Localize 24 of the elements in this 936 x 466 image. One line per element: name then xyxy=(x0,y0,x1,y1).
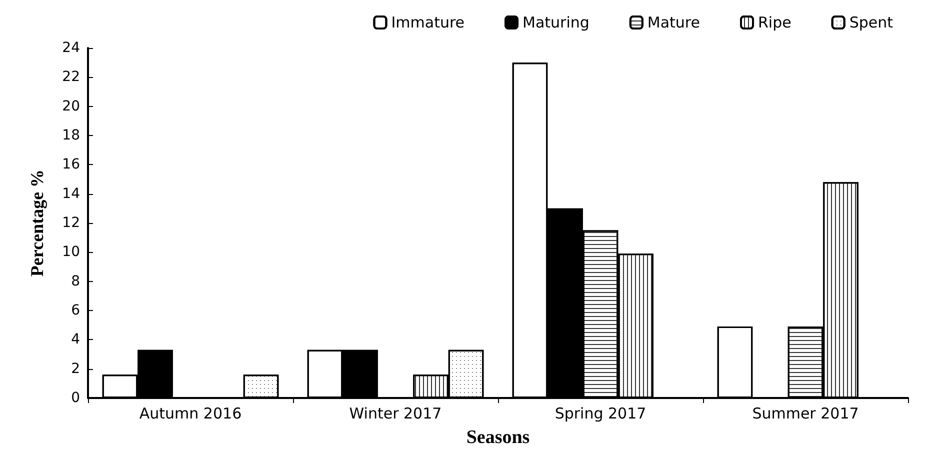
y-tick-label: 20 xyxy=(62,98,80,114)
y-tick-label: 16 xyxy=(62,156,80,173)
y-tick-label: 14 xyxy=(62,186,80,202)
y-tick-label: 10 xyxy=(62,244,80,260)
legend-label: Mature xyxy=(647,14,700,32)
x-axis-title: Seasons xyxy=(466,427,530,448)
x-tick-label: Summer 2017 xyxy=(752,404,859,422)
y-tick-label: 8 xyxy=(71,273,80,290)
legend-label: Spent xyxy=(849,14,894,32)
x-tick-label: Autumn 2016 xyxy=(139,404,242,422)
x-tick-label: Winter 2017 xyxy=(349,404,442,422)
x-tick-label: Spring 2017 xyxy=(554,404,646,422)
legend-label: Ripe xyxy=(758,14,792,32)
y-tick-label: 6 xyxy=(71,302,80,318)
legend-label: Immature xyxy=(391,14,465,32)
y-tick-label: 24 xyxy=(62,40,80,56)
y-tick-label: 4 xyxy=(71,332,80,348)
y-tick-label: 22 xyxy=(62,69,80,86)
y-axis-title: Percentage % xyxy=(27,169,47,277)
legend-label: Maturing xyxy=(522,14,590,32)
y-tick-label: 0 xyxy=(71,390,80,406)
y-tick-label: 18 xyxy=(62,128,80,144)
y-tick-label: 2 xyxy=(71,360,80,377)
y-tick-label: 12 xyxy=(62,215,80,231)
